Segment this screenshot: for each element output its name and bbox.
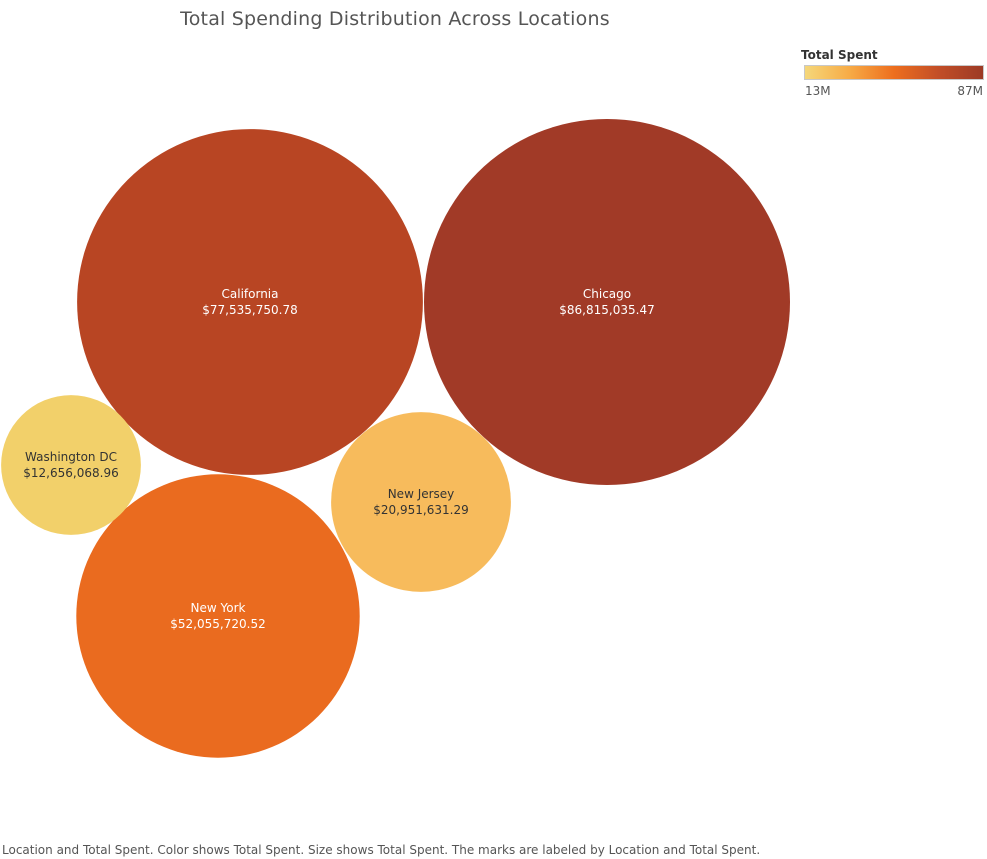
bubble-new-york[interactable]: New York $52,055,720.52 [76,474,360,758]
legend-max-label: 87M [957,84,983,98]
bubble-california[interactable]: California $77,535,750.78 [77,129,423,475]
bubble-location-label: California [222,287,279,301]
bubble-mark[interactable] [1,395,141,535]
bubble-value-label: $52,055,720.52 [170,617,265,631]
bubble-value-label: $12,656,068.96 [23,466,118,480]
bubble-new-jersey[interactable]: New Jersey $20,951,631.29 [331,412,511,592]
legend-color-ramp [804,65,984,80]
bubble-location-label: New York [191,601,246,615]
bubble-location-label: Chicago [583,287,631,301]
legend-min-label: 13M [805,84,831,98]
legend-title: Total Spent [801,48,878,62]
chart-caption: Location and Total Spent. Color shows To… [2,843,761,857]
bubble-chicago[interactable]: Chicago $86,815,035.47 [424,119,790,485]
bubble-value-label: $77,535,750.78 [202,303,297,317]
bubble-mark[interactable] [331,412,511,592]
bubble-value-label: $86,815,035.47 [559,303,654,317]
bubble-location-label: Washington DC [25,450,117,464]
color-legend[interactable]: Total Spent 13M 87M [801,48,985,98]
bubble-mark[interactable] [77,129,423,475]
bubble-value-label: $20,951,631.29 [373,503,468,517]
bubble-washington-dc[interactable]: Washington DC $12,656,068.96 [1,395,141,535]
bubble-mark[interactable] [424,119,790,485]
bubble-location-label: New Jersey [388,487,455,501]
chart-title: Total Spending Distribution Across Locat… [180,8,610,30]
bubble-mark[interactable] [76,474,360,758]
